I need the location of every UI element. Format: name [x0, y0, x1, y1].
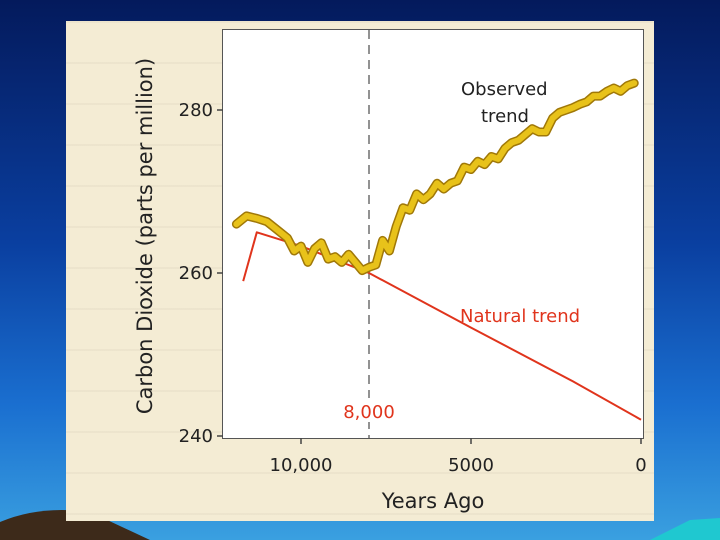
- natural-trend-label: Natural trend: [460, 306, 580, 327]
- x-tick-label: 0: [635, 455, 646, 476]
- plot-area: [222, 29, 644, 439]
- x-tick-label: 10,000: [270, 455, 333, 476]
- y-tick-label: 240: [179, 426, 213, 447]
- observed-trend-label-line2: trend: [481, 106, 529, 127]
- year-8000-marker-label: 8,000: [343, 402, 395, 423]
- y-tick-label: 260: [179, 263, 213, 284]
- marker-label-background: [341, 398, 397, 422]
- x-axis-title: Years Ago: [381, 489, 485, 513]
- y-axis-title: Carbon Dioxide (parts per million): [133, 58, 157, 414]
- observed-trend-label-line1: Observed: [461, 79, 548, 100]
- x-tick-label: 5000: [448, 455, 494, 476]
- y-tick-label: 280: [179, 100, 213, 121]
- background-hill: [0, 509, 720, 540]
- observed-trend-line: [233, 80, 638, 274]
- observed-trend-outline: [231, 78, 639, 276]
- natural-trend-line: [242, 231, 642, 421]
